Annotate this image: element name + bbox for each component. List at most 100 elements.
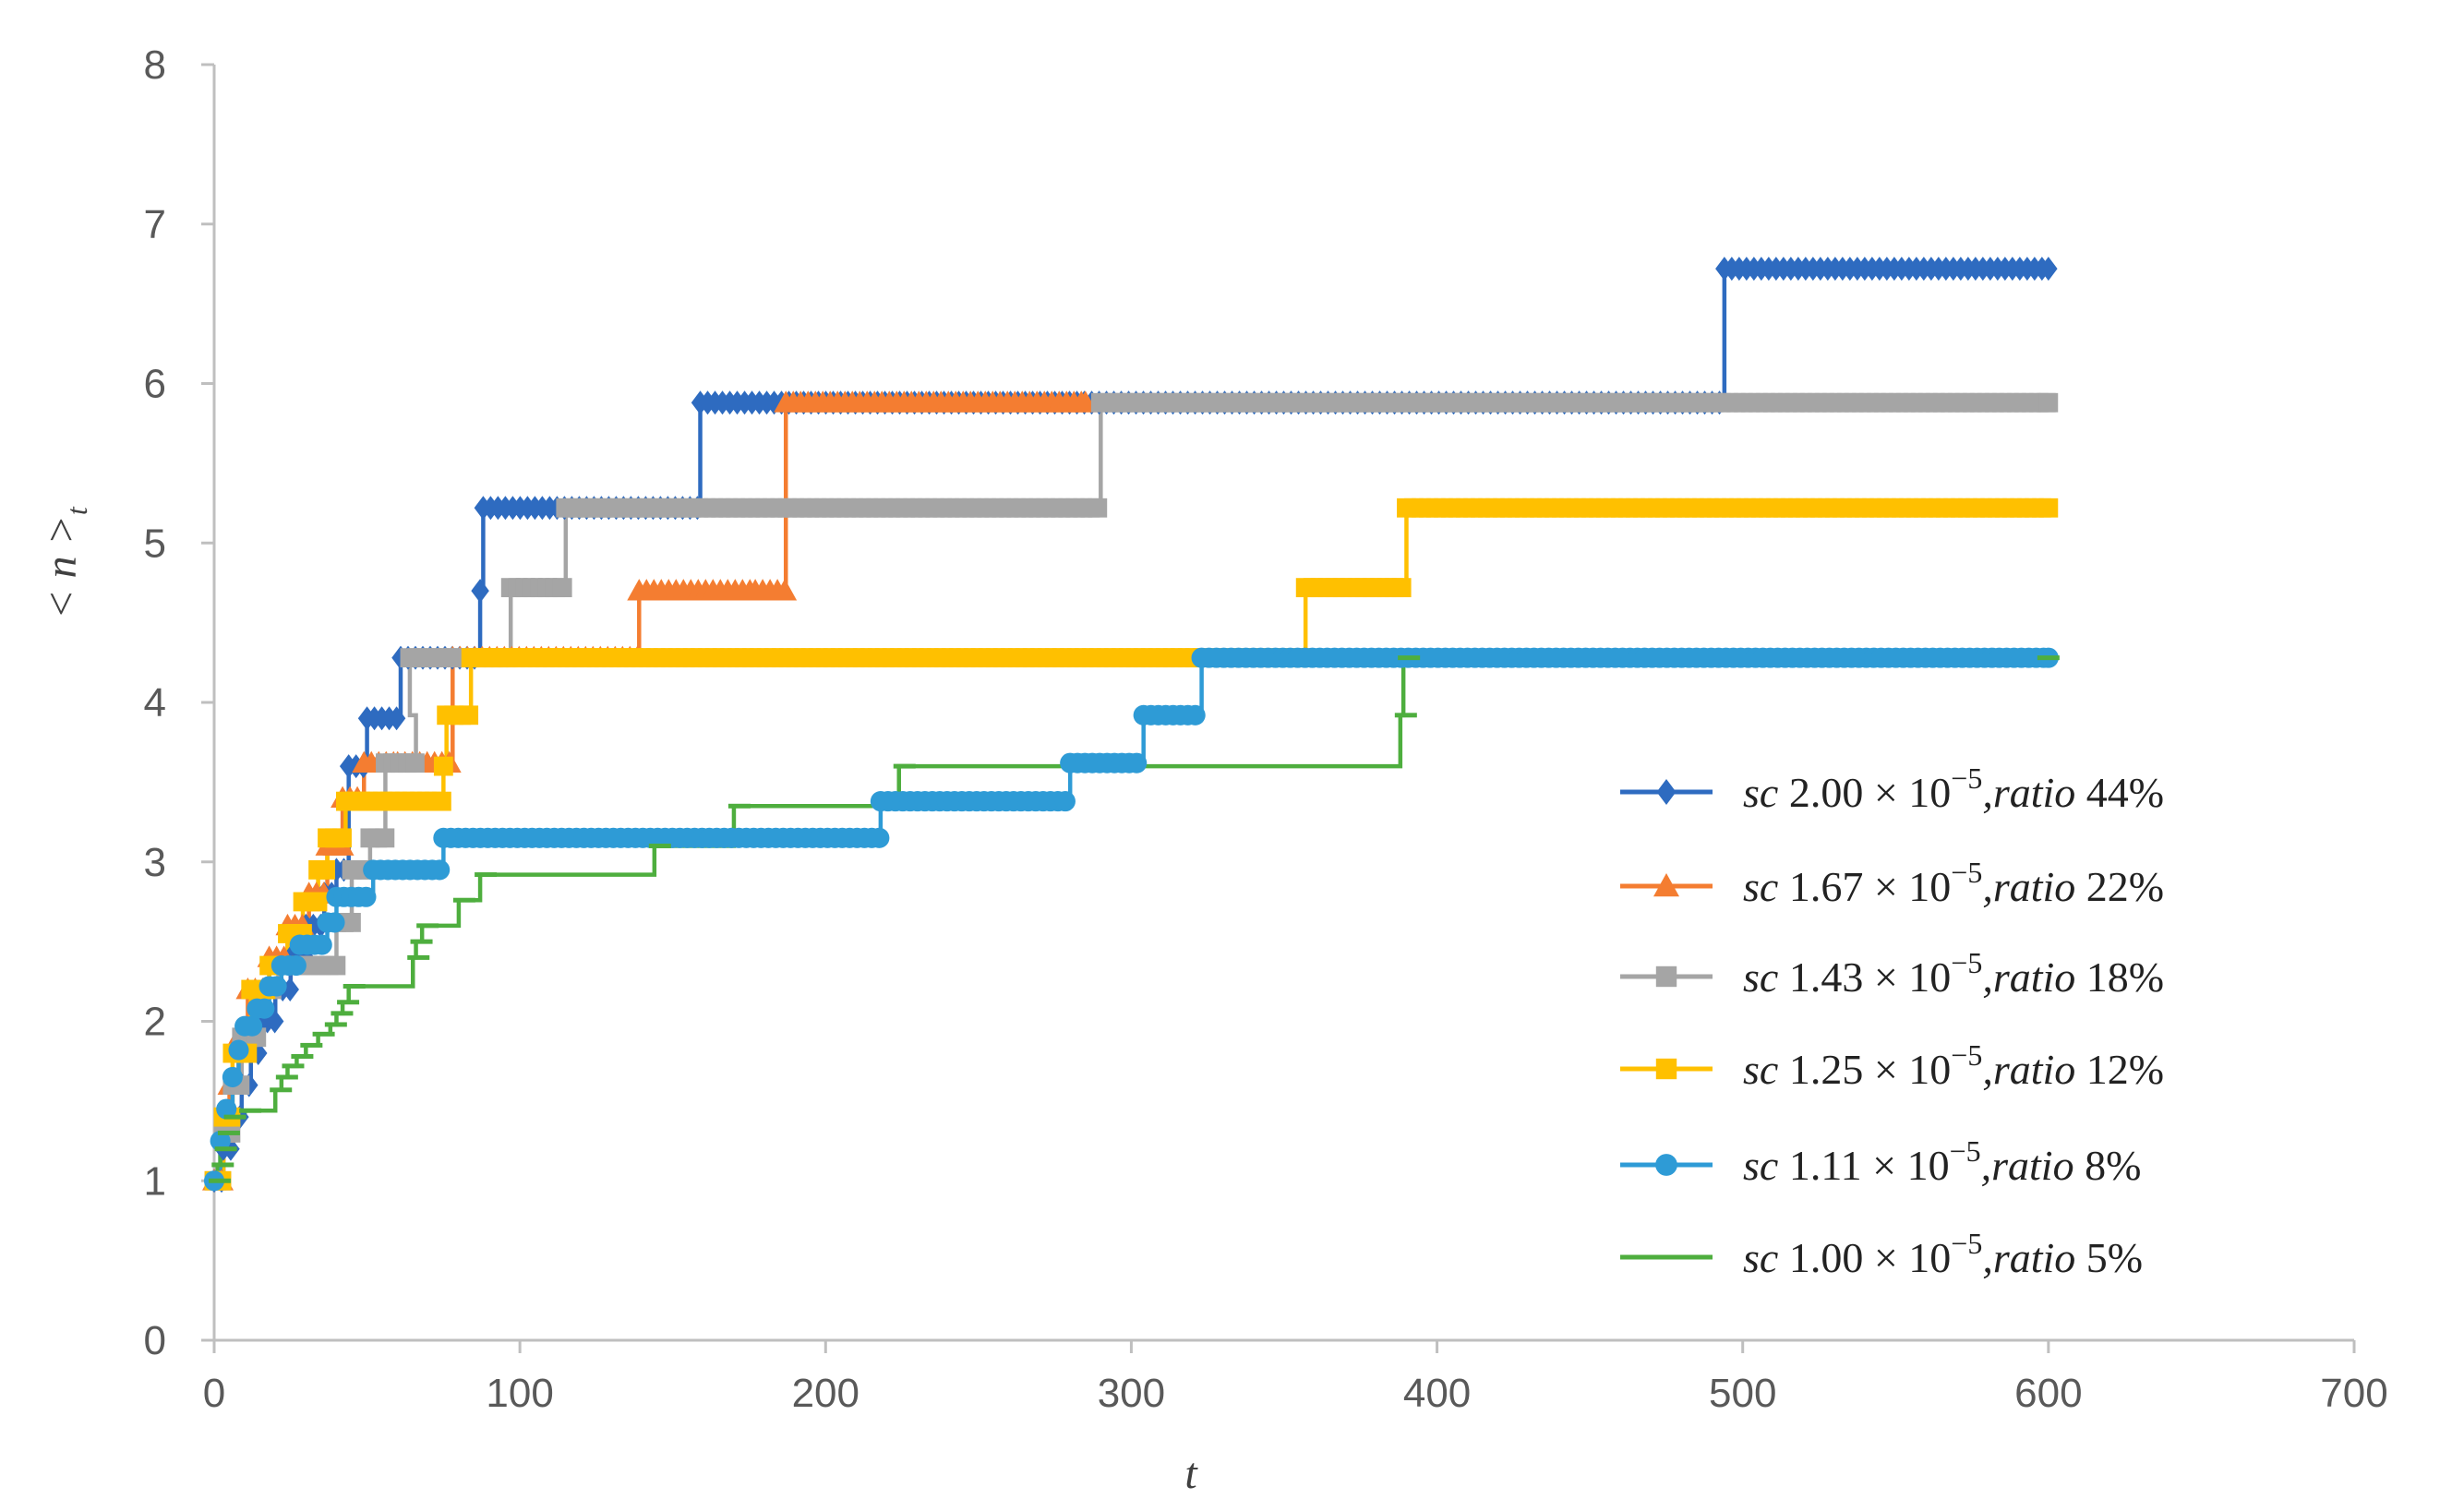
y-axis-title-group: < n >t [37,506,93,619]
series-1-marker [387,706,406,731]
series-5-marker [311,934,332,955]
x-tick-label: 300 [1098,1371,1165,1416]
series-5-marker [254,998,275,1019]
x-tick-label: 200 [792,1371,859,1416]
series-1-marker [2039,257,2058,282]
series-5-marker [324,912,345,933]
series-6-marker [217,1130,240,1135]
series-6-marker [300,1042,323,1048]
legend-swatch-marker [1653,1254,1679,1260]
series-5-marker [266,976,287,997]
series-5-marker [1126,752,1148,773]
legend-label: sc 1.67 × 10−5,ratio 22% [1743,856,2164,910]
series-6-marker [2037,655,2060,661]
y-axis-title: < n >t [37,506,93,619]
series-3-marker [342,912,361,932]
legend-entry-3: sc 1.43 × 10−5,ratio 18% [1620,946,2164,1001]
y-tick-label: 8 [144,42,166,88]
series-1-marker [471,579,489,604]
series-4-marker [2038,498,2059,518]
legend-entry-1: sc 2.00 × 10−5,ratio 44% [1620,761,2164,816]
series-6-marker [452,897,475,903]
series-6-marker [214,1146,237,1152]
series-5-marker [1184,704,1206,726]
series-4-marker [332,828,352,848]
legend-swatch-marker [1655,1058,1677,1080]
series-5-marker [210,1131,231,1152]
x-axis-title: t [1184,1449,1198,1498]
series-6-marker [343,983,366,989]
y-tick-label: 2 [144,1000,166,1045]
legend-swatch-marker [1656,779,1677,805]
x-tick-label: 500 [1709,1371,1776,1416]
legend-label: sc 2.00 × 10−5,ratio 44% [1743,761,2164,816]
series-6-marker [312,1031,335,1037]
series-5-marker [429,859,451,881]
series-5-marker [242,1015,263,1037]
series-3-marker [2038,392,2059,413]
y-tick-label: 1 [144,1158,166,1204]
series-6-marker [270,1087,293,1093]
x-tick-label: 0 [203,1371,225,1416]
series-4-marker [1391,578,1412,598]
series-3-marker [326,955,346,976]
series-5-marker [285,954,306,977]
series-6-marker [416,923,439,929]
legend-swatch-marker [1655,965,1677,988]
y-tick-label: 3 [144,840,166,885]
series-3-marker [1088,498,1108,518]
legend-entry-2: sc 1.67 × 10−5,ratio 22% [1620,856,2164,910]
series-6-marker [410,939,433,944]
markers [202,257,2060,1193]
series-5-marker [216,1098,237,1120]
y-axis-title-main: < n > [37,515,86,619]
series-3-marker [375,828,395,848]
x-tick-label: 400 [1403,1371,1471,1416]
y-tick-label: 0 [144,1318,166,1363]
series-2-marker [773,579,798,601]
series-5-marker [222,1066,243,1088]
series-6-marker [324,1022,347,1027]
legend-label: sc 1.00 × 10−5,ratio 5% [1743,1227,2143,1281]
series-4-marker [307,892,328,912]
series-3-marker [405,753,425,773]
series-5-marker [355,886,377,907]
series-3-marker [552,578,572,598]
legend-label: sc 1.25 × 10−5,ratio 12% [1743,1038,2164,1093]
x-tick-label: 100 [486,1371,553,1416]
series-line-6 [214,655,2049,1183]
series-6-marker [1398,655,1421,661]
y-tick-label: 4 [144,680,166,726]
y-tick-label: 7 [144,202,166,247]
x-tick-label: 700 [2320,1371,2387,1416]
legend-label: sc 1.11 × 10−5,ratio 8% [1743,1134,2141,1189]
series-line-5 [214,655,2049,1183]
series-6-marker [337,1000,360,1005]
y-ticks: 0 1 2 3 4 5 6 7 8 [144,42,214,1363]
series-6-marker [275,1074,298,1080]
legend-label: sc 1.43 × 10−5,ratio 18% [1743,946,2164,1001]
series-5-marker [1054,791,1076,812]
legend: sc 2.00 × 10−5,ratio 44% sc 1.67 × 10−5,r… [1620,761,2164,1281]
x-ticks: 0 100 200 300 400 500 600 700 [203,1340,2388,1416]
legend-swatch-marker [1653,873,1679,897]
y-axis-title-subscript: t [60,506,93,515]
series-5-marker [869,827,890,848]
legend-swatch-marker [1655,1154,1677,1176]
series-6-marker [648,843,671,848]
series-4-marker [433,756,453,776]
series-6-marker [727,803,751,809]
series-6-marker [1394,713,1417,718]
series-6-marker [407,954,430,960]
series-4-marker [459,705,479,726]
series-6-marker [223,1114,246,1120]
series-4-marker [431,791,451,811]
series-4-marker [316,859,335,880]
series-6-marker [211,1162,234,1168]
legend-entry-6: sc 1.00 × 10−5,ratio 5% [1620,1227,2143,1281]
series-6-marker [893,763,916,769]
y-tick-label: 5 [144,521,166,566]
series-6-marker [282,1063,305,1069]
series-6-marker [331,1011,354,1016]
series-6-marker [209,1178,231,1183]
